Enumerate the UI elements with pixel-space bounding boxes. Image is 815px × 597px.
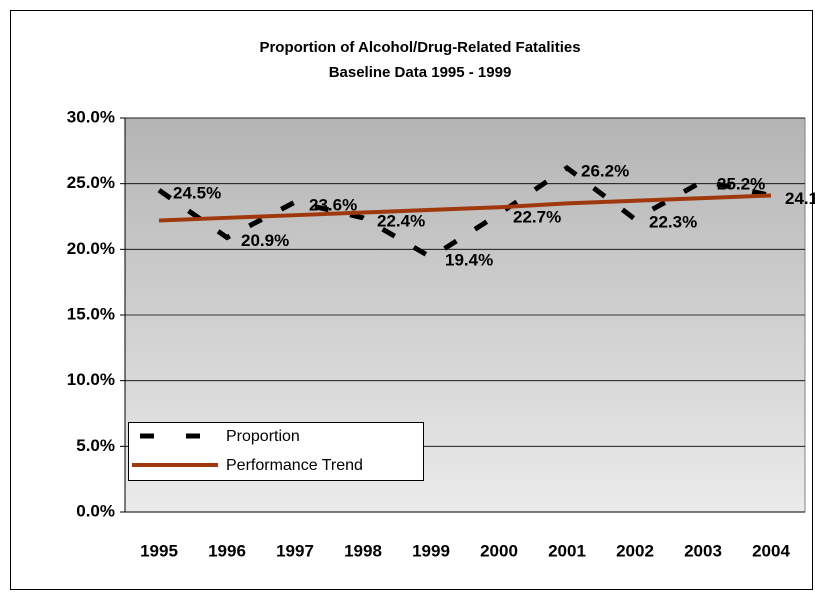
data-label: 26.2% — [581, 161, 629, 180]
y-tick-label: 20.0% — [67, 239, 115, 258]
y-tick-label: 5.0% — [76, 436, 115, 455]
series-line — [158, 193, 772, 223]
x-tick-label: 1996 — [208, 541, 246, 560]
data-label: 22.4% — [377, 211, 425, 230]
x-tick-label: 2001 — [548, 541, 586, 560]
data-label: 19.4% — [445, 251, 493, 270]
data-label: 22.7% — [513, 207, 561, 226]
y-tick-label: 15.0% — [67, 304, 115, 323]
y-tick-label: 25.0% — [67, 173, 115, 192]
y-tick-label: 10.0% — [67, 370, 115, 389]
y-tick-label: 30.0% — [67, 107, 115, 126]
x-tick-label: 2002 — [616, 541, 654, 560]
x-tick-label: 1997 — [276, 541, 314, 560]
chart-subtitle: Baseline Data 1995 - 1999 — [329, 64, 512, 81]
legend-box — [128, 422, 424, 481]
legend: Proportion Performance Trend — [128, 422, 424, 481]
marks — [157, 164, 772, 261]
data-label: 20.9% — [241, 231, 289, 250]
labels: 24.5% 20.9% 23.6% 22.4% 19.4% 22.7% 26.2% 22.3%… — [173, 161, 815, 269]
x-tick-label: 2004 — [752, 541, 790, 560]
data-label: 22.3% — [649, 213, 697, 232]
series-line — [157, 164, 772, 261]
x-tick-label: 2003 — [684, 541, 722, 560]
x-tick-label: 1995 — [140, 541, 178, 560]
data-label: 25.2% — [717, 175, 765, 194]
grid: 0.0% 5.0% 10.0% 15.0% 20.0% 25.0% 30.0% 1995 199… — [67, 107, 805, 560]
x-tick-label: 2000 — [480, 541, 518, 560]
legend-label: Performance Trend — [226, 457, 363, 474]
legend-label: Proportion — [226, 428, 300, 445]
chart-title: Proportion of Alcohol/Drug-Related Fatal… — [259, 39, 580, 56]
x-tick-label: 1999 — [412, 541, 450, 560]
x-tick-label: 1998 — [344, 541, 382, 560]
data-label: 24.1% — [785, 189, 815, 208]
data-label: 24.5% — [173, 184, 221, 203]
y-tick-label: 0.0% — [76, 501, 115, 520]
data-label: 23.6% — [309, 196, 357, 215]
